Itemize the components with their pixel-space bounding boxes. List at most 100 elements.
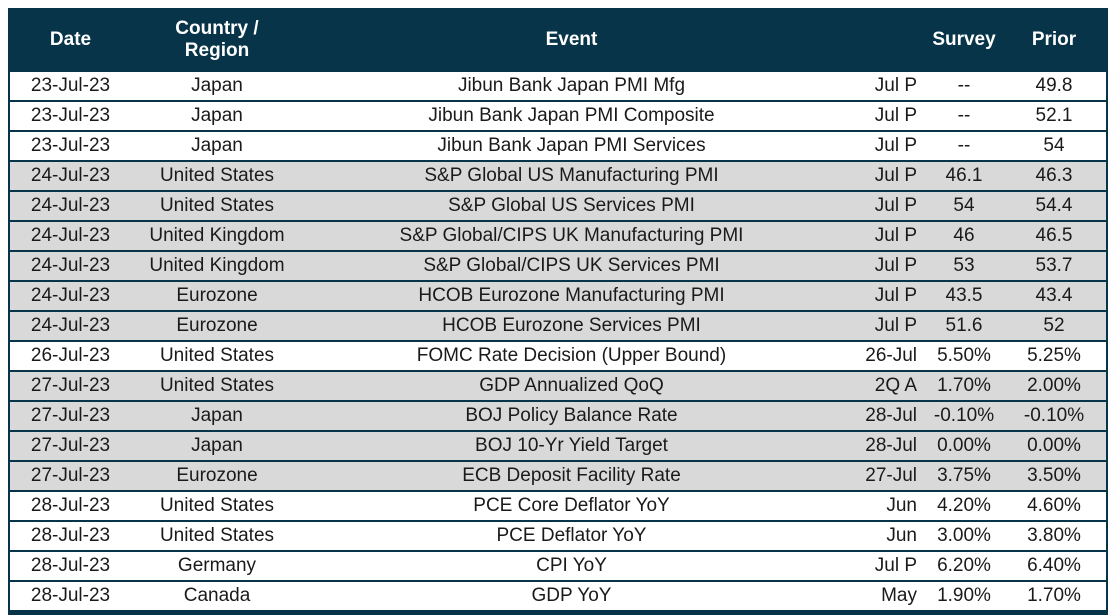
table-header-row: Date Country / Region Event Survey Prior — [9, 9, 1107, 71]
cell-survey: 53 — [926, 251, 1002, 281]
cell-event: HCOB Eurozone Services PMI — [303, 311, 840, 341]
cell-survey: 46 — [926, 221, 1002, 251]
cell-survey: 1.70% — [926, 371, 1002, 401]
cell-prior: 3.50% — [1002, 461, 1107, 491]
cell-event: S&P Global/CIPS UK Manufacturing PMI — [303, 221, 840, 251]
cell-prior: 49.8 — [1002, 71, 1107, 101]
cell-date: 28-Jul-23 — [9, 551, 131, 581]
cell-date: 24-Jul-23 — [9, 281, 131, 311]
cell-period: Jul P — [840, 551, 926, 581]
column-header-country: Country / Region — [131, 9, 303, 71]
cell-country: Eurozone — [131, 461, 303, 491]
cell-survey: -- — [926, 101, 1002, 131]
cell-event: CPI YoY — [303, 551, 840, 581]
cell-date: 27-Jul-23 — [9, 431, 131, 461]
cell-survey: -- — [926, 71, 1002, 101]
cell-period: 2Q A — [840, 371, 926, 401]
table-header: Date Country / Region Event Survey Prior — [9, 9, 1107, 71]
cell-date: 28-Jul-23 — [9, 491, 131, 521]
cell-country: Japan — [131, 131, 303, 161]
cell-survey: 46.1 — [926, 161, 1002, 191]
table-row: 23-Jul-23 Japan Jibun Bank Japan PMI Mfg Ju… — [9, 71, 1107, 101]
cell-country: United States — [131, 341, 303, 371]
cell-period: May — [840, 581, 926, 613]
cell-prior: 2.00% — [1002, 371, 1107, 401]
cell-date: 24-Jul-23 — [9, 311, 131, 341]
column-header-survey: Survey — [926, 9, 1002, 71]
cell-survey: 3.75% — [926, 461, 1002, 491]
cell-event: Jibun Bank Japan PMI Services — [303, 131, 840, 161]
cell-survey: 3.00% — [926, 521, 1002, 551]
cell-date: 23-Jul-23 — [9, 131, 131, 161]
cell-period: 26-Jul — [840, 341, 926, 371]
table-body: 23-Jul-23 Japan Jibun Bank Japan PMI Mfg Ju… — [9, 71, 1107, 613]
cell-prior: 54.4 — [1002, 191, 1107, 221]
cell-prior: 4.60% — [1002, 491, 1107, 521]
cell-country: Japan — [131, 71, 303, 101]
cell-event: BOJ Policy Balance Rate — [303, 401, 840, 431]
table-row: 26-Jul-23 United States FOMC Rate Decision… — [9, 341, 1107, 371]
cell-period: 27-Jul — [840, 461, 926, 491]
cell-prior: -0.10% — [1002, 401, 1107, 431]
cell-prior: 46.3 — [1002, 161, 1107, 191]
cell-event: Jibun Bank Japan PMI Mfg — [303, 71, 840, 101]
cell-survey: -- — [926, 131, 1002, 161]
cell-period: 28-Jul — [840, 401, 926, 431]
cell-survey: 1.90% — [926, 581, 1002, 613]
cell-country: United Kingdom — [131, 251, 303, 281]
cell-country: Japan — [131, 431, 303, 461]
table-row: 23-Jul-23 Japan Jibun Bank Japan PMI Servi… — [9, 131, 1107, 161]
cell-country: United States — [131, 491, 303, 521]
cell-period: Jun — [840, 521, 926, 551]
table-row: 24-Jul-23 Eurozone HCOB Eurozone Services … — [9, 311, 1107, 341]
cell-country: United States — [131, 191, 303, 221]
cell-country: United States — [131, 161, 303, 191]
cell-event: BOJ 10-Yr Yield Target — [303, 431, 840, 461]
cell-country: Eurozone — [131, 281, 303, 311]
cell-prior: 52 — [1002, 311, 1107, 341]
table-row: 27-Jul-23 Eurozone ECB Deposit Facility Ra… — [9, 461, 1107, 491]
cell-period: Jul P — [840, 221, 926, 251]
economic-calendar-table: Date Country / Region Event Survey Prior… — [8, 8, 1108, 615]
cell-date: 27-Jul-23 — [9, 401, 131, 431]
cell-date: 28-Jul-23 — [9, 581, 131, 613]
table-row: 28-Jul-23 United States PCE Deflator YoY Ju… — [9, 521, 1107, 551]
cell-survey: 6.20% — [926, 551, 1002, 581]
table-row: 28-Jul-23 United States PCE Core Deflator … — [9, 491, 1107, 521]
cell-date: 24-Jul-23 — [9, 251, 131, 281]
cell-country: Japan — [131, 101, 303, 131]
cell-prior: 53.7 — [1002, 251, 1107, 281]
table-row: 23-Jul-23 Japan Jibun Bank Japan PMI Compo… — [9, 101, 1107, 131]
cell-date: 27-Jul-23 — [9, 371, 131, 401]
table-row: 24-Jul-23 United States S&P Global US Manu… — [9, 161, 1107, 191]
cell-event: GDP Annualized QoQ — [303, 371, 840, 401]
cell-country: Japan — [131, 401, 303, 431]
cell-period: Jul P — [840, 71, 926, 101]
cell-survey: 43.5 — [926, 281, 1002, 311]
cell-country: United States — [131, 371, 303, 401]
cell-event: ECB Deposit Facility Rate — [303, 461, 840, 491]
table-row: 24-Jul-23 United Kingdom S&P Global/CIPS U… — [9, 251, 1107, 281]
cell-period: Jul P — [840, 161, 926, 191]
column-header-period — [840, 9, 926, 71]
cell-prior: 1.70% — [1002, 581, 1107, 613]
cell-survey: 4.20% — [926, 491, 1002, 521]
cell-prior: 43.4 — [1002, 281, 1107, 311]
cell-survey: 51.6 — [926, 311, 1002, 341]
cell-survey: -0.10% — [926, 401, 1002, 431]
cell-date: 26-Jul-23 — [9, 341, 131, 371]
cell-prior: 0.00% — [1002, 431, 1107, 461]
table-row: 24-Jul-23 United Kingdom S&P Global/CIPS U… — [9, 221, 1107, 251]
cell-date: 24-Jul-23 — [9, 221, 131, 251]
cell-event: S&P Global US Manufacturing PMI — [303, 161, 840, 191]
table-row: 28-Jul-23 Canada GDP YoY May 1.90% 1.70% — [9, 581, 1107, 613]
cell-date: 23-Jul-23 — [9, 101, 131, 131]
cell-event: PCE Core Deflator YoY — [303, 491, 840, 521]
cell-event: S&P Global US Services PMI — [303, 191, 840, 221]
cell-event: GDP YoY — [303, 581, 840, 613]
cell-period: Jun — [840, 491, 926, 521]
cell-date: 27-Jul-23 — [9, 461, 131, 491]
cell-period: 28-Jul — [840, 431, 926, 461]
cell-country: Germany — [131, 551, 303, 581]
